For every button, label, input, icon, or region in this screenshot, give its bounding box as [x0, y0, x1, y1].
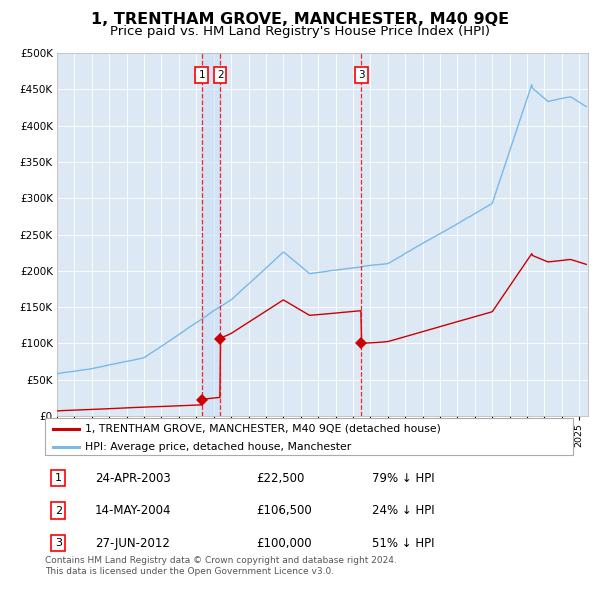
- Text: 24% ↓ HPI: 24% ↓ HPI: [373, 504, 435, 517]
- Text: 1: 1: [55, 473, 62, 483]
- FancyBboxPatch shape: [45, 418, 573, 455]
- Bar: [202, 53, 220, 416]
- Text: 79% ↓ HPI: 79% ↓ HPI: [373, 471, 435, 484]
- Text: £100,000: £100,000: [256, 537, 312, 550]
- Text: 27-JUN-2012: 27-JUN-2012: [95, 537, 170, 550]
- Text: 2: 2: [217, 70, 223, 80]
- Text: HPI: Average price, detached house, Manchester: HPI: Average price, detached house, Manc…: [85, 441, 351, 451]
- Text: 1, TRENTHAM GROVE, MANCHESTER, M40 9QE: 1, TRENTHAM GROVE, MANCHESTER, M40 9QE: [91, 12, 509, 27]
- Text: £22,500: £22,500: [256, 471, 305, 484]
- Text: 51% ↓ HPI: 51% ↓ HPI: [373, 537, 435, 550]
- Text: 24-APR-2003: 24-APR-2003: [95, 471, 171, 484]
- Text: £106,500: £106,500: [256, 504, 312, 517]
- Text: 1: 1: [199, 70, 205, 80]
- Text: 2: 2: [55, 506, 62, 516]
- Text: 3: 3: [358, 70, 365, 80]
- Text: 14-MAY-2004: 14-MAY-2004: [95, 504, 172, 517]
- Text: Contains HM Land Registry data © Crown copyright and database right 2024.
This d: Contains HM Land Registry data © Crown c…: [45, 556, 397, 576]
- Text: Price paid vs. HM Land Registry's House Price Index (HPI): Price paid vs. HM Land Registry's House …: [110, 25, 490, 38]
- Text: 1, TRENTHAM GROVE, MANCHESTER, M40 9QE (detached house): 1, TRENTHAM GROVE, MANCHESTER, M40 9QE (…: [85, 424, 440, 434]
- Text: 3: 3: [55, 538, 62, 548]
